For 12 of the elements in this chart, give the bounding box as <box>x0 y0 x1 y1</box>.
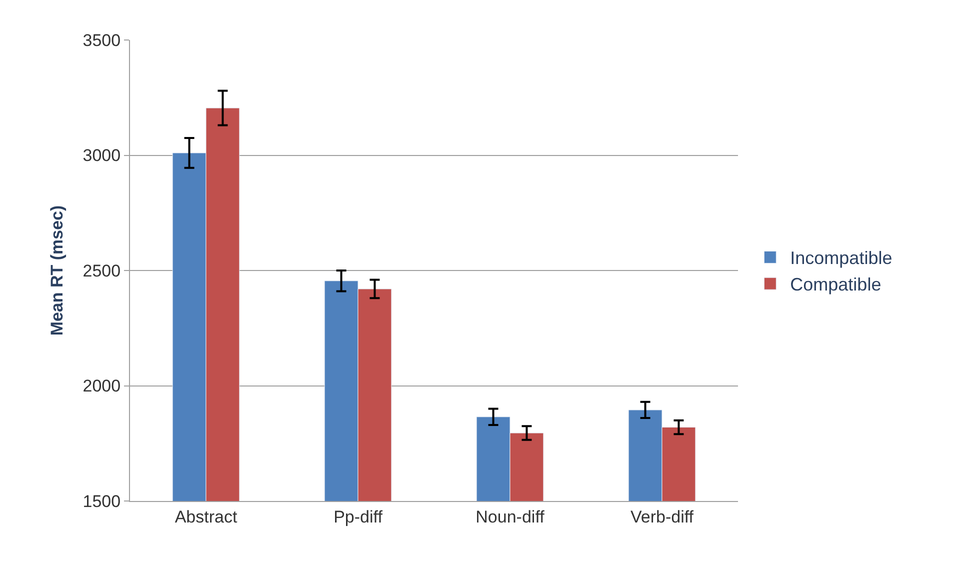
x-tick-label: Noun-diff <box>476 507 545 526</box>
x-tick-label: Verb-diff <box>630 507 694 526</box>
y-axis-title: Mean RT (msec) <box>47 205 66 336</box>
legend-label: Compatible <box>790 274 882 295</box>
x-tick-label: Pp-diff <box>334 507 383 526</box>
y-tick-label: 3500 <box>82 30 121 50</box>
y-tick-label: 1500 <box>82 492 121 511</box>
legend-label: Incompatible <box>790 248 892 268</box>
y-tick-label: 2000 <box>82 376 121 396</box>
x-tick-label: Abstract <box>174 507 238 526</box>
y-tick-label: 3000 <box>82 146 121 166</box>
y-tick-label: 2500 <box>82 261 121 280</box>
